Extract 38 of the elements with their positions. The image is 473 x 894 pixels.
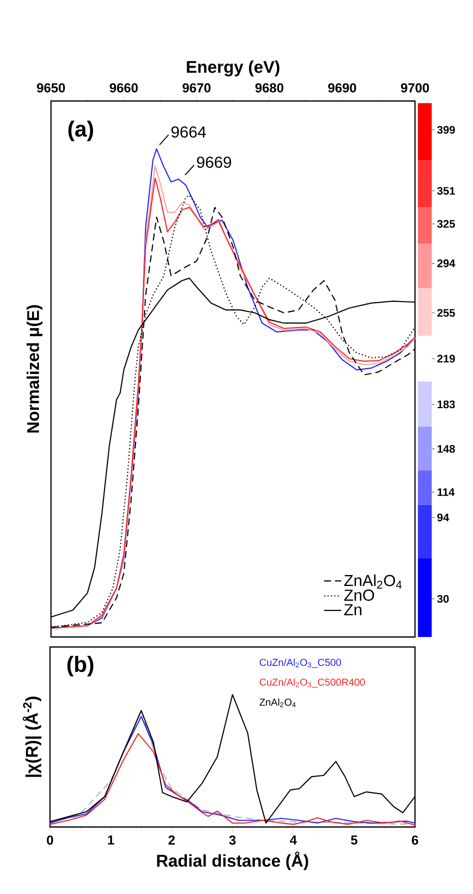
annotation: 9669 xyxy=(196,156,232,168)
color-bar-label: 255 xyxy=(437,308,455,317)
x-tick-label: 3 xyxy=(229,836,236,845)
text: ZnAl$_{2}$O$_{4}$ xyxy=(260,698,296,708)
x-axis-title: Radial distance (Å) xyxy=(157,852,308,870)
x-tick-label: 0 xyxy=(46,836,54,845)
color-bar-label: 183 xyxy=(438,400,455,408)
x-tick-label: 9680 xyxy=(255,83,284,92)
x-axis-title: Energy (eV) xyxy=(186,60,280,76)
color-bar-label: 30 xyxy=(437,594,449,603)
text: (a) xyxy=(68,120,94,142)
x-tick-label: 9690 xyxy=(328,83,356,92)
color-bar-label: 399 xyxy=(437,126,455,134)
color-bar-label: 114 xyxy=(438,488,455,496)
text: CuZn/Al$_{2}$O$_{3}$_C500 xyxy=(260,658,342,668)
color-bar-label: 148 xyxy=(438,444,455,453)
legend-label: ZnAl$_{2}$O$_{4}$ xyxy=(344,574,402,589)
annotation: 9664 xyxy=(172,126,206,138)
legend-label: Zn xyxy=(344,604,362,616)
color-bar-label: 219 xyxy=(437,354,455,363)
x-tick-label: 9670 xyxy=(182,83,211,92)
x-tick-label: 9660 xyxy=(110,83,138,92)
color-bar-label: 94 xyxy=(437,514,450,522)
x-tick-label: 6 xyxy=(412,836,418,845)
color-bar-label: 294 xyxy=(437,259,456,268)
legend-label: ZnO xyxy=(344,590,374,601)
x-tick-label: 9700 xyxy=(400,83,429,92)
text: CuZn/Al$_{2}$O$_{3}$_C500R400 xyxy=(260,678,365,688)
y-axis-title: |χ(R)| (Å$^{-2}$) xyxy=(22,696,42,777)
x-tick-label: 9650 xyxy=(36,83,65,92)
x-tick-label: 4 xyxy=(290,836,297,844)
x-tick-label: 5 xyxy=(350,836,358,845)
text: (b) xyxy=(67,656,94,676)
color-bar-label: 351 xyxy=(437,186,455,195)
color-bar-label: 325 xyxy=(437,220,455,228)
x-tick-label: 2 xyxy=(168,836,175,845)
y-axis-title: Normalized μ(E) xyxy=(26,305,42,433)
x-tick-label: 1 xyxy=(108,836,114,844)
